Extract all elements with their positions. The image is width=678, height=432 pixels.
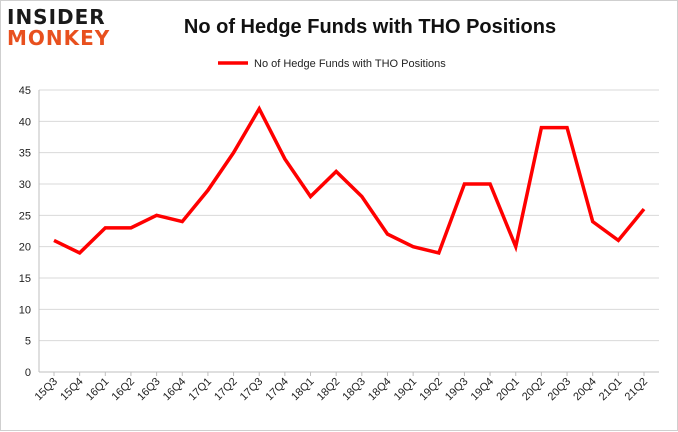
x-tick-label: 15Q3 xyxy=(33,376,61,404)
x-tick-label: 17Q1 xyxy=(187,376,215,404)
insider-monkey-logo: INSIDER MONKEY xyxy=(7,7,129,49)
x-tick-label: 20Q3 xyxy=(546,376,574,404)
y-tick-label: 45 xyxy=(19,85,31,97)
x-tick-label: 20Q2 xyxy=(520,376,548,404)
y-tick-label: 30 xyxy=(19,179,31,191)
x-tick-label: 18Q3 xyxy=(340,376,368,404)
logo-line-1: INSIDER xyxy=(7,5,106,29)
x-tick-label: 20Q1 xyxy=(494,376,522,404)
y-tick-label: 10 xyxy=(19,304,31,316)
x-tick-label: 17Q2 xyxy=(212,376,240,404)
x-tick-label: 18Q1 xyxy=(289,376,317,404)
x-tick-label: 16Q1 xyxy=(84,376,112,404)
y-tick-label: 0 xyxy=(25,367,31,379)
x-tick-label: 18Q4 xyxy=(366,376,394,404)
x-tick-label: 19Q2 xyxy=(417,376,445,404)
x-tick-label: 16Q2 xyxy=(110,376,138,404)
chart-title: No of Hedge Funds with THO Positions xyxy=(183,16,557,38)
series-line xyxy=(53,105,646,256)
y-tick-label: 35 xyxy=(19,148,31,160)
y-tick-label: 5 xyxy=(25,336,31,348)
x-tick-label: 16Q3 xyxy=(135,376,163,404)
x-tick-label: 18Q2 xyxy=(315,376,343,404)
y-tick-label: 25 xyxy=(19,210,31,222)
x-tick-label: 21Q2 xyxy=(623,376,651,404)
x-tick-label: 17Q4 xyxy=(263,376,291,404)
y-tick-label: 20 xyxy=(19,242,31,254)
legend-label: No of Hedge Funds with THO Positions xyxy=(254,58,446,70)
x-tick-label: 19Q3 xyxy=(443,376,471,404)
x-tick-label: 16Q4 xyxy=(161,376,189,404)
x-tick-label: 21Q1 xyxy=(597,376,625,404)
x-tick-label: 15Q4 xyxy=(58,376,86,404)
x-tick-label: 20Q4 xyxy=(571,376,599,404)
x-tick-label: 19Q4 xyxy=(469,376,497,404)
y-tick-label: 15 xyxy=(19,273,31,285)
x-tick-label: 17Q3 xyxy=(238,376,266,404)
logo-line-2: MONKEY xyxy=(7,26,111,50)
y-tick-label: 40 xyxy=(19,116,31,128)
x-tick-label: 19Q1 xyxy=(392,376,420,404)
